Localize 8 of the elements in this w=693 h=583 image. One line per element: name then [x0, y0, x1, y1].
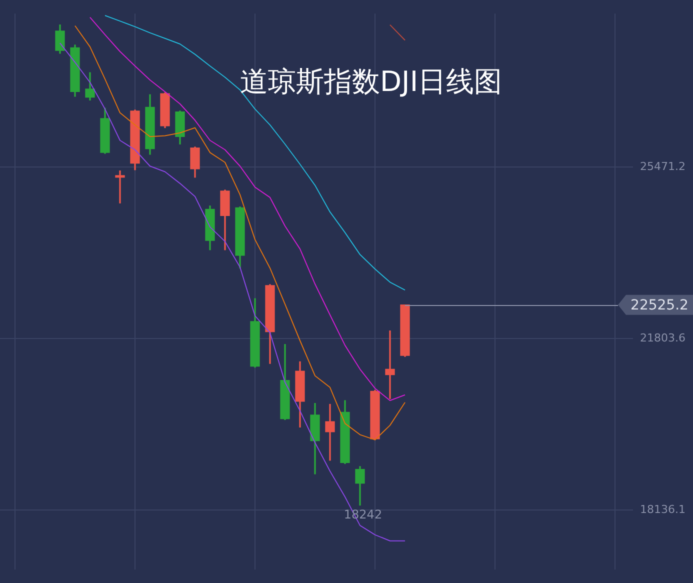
- candlestick: [115, 170, 125, 204]
- y-tick-label: 25471.2: [640, 160, 686, 173]
- candlestick: [385, 330, 395, 399]
- ref-line-label: 22525.2: [630, 297, 688, 314]
- y-tick-label: 18136.1: [640, 503, 686, 516]
- y-tick-label: 21803.6: [640, 331, 686, 344]
- candlestick: [325, 404, 335, 461]
- text: 道琼斯指数DJI日线图: [240, 64, 502, 100]
